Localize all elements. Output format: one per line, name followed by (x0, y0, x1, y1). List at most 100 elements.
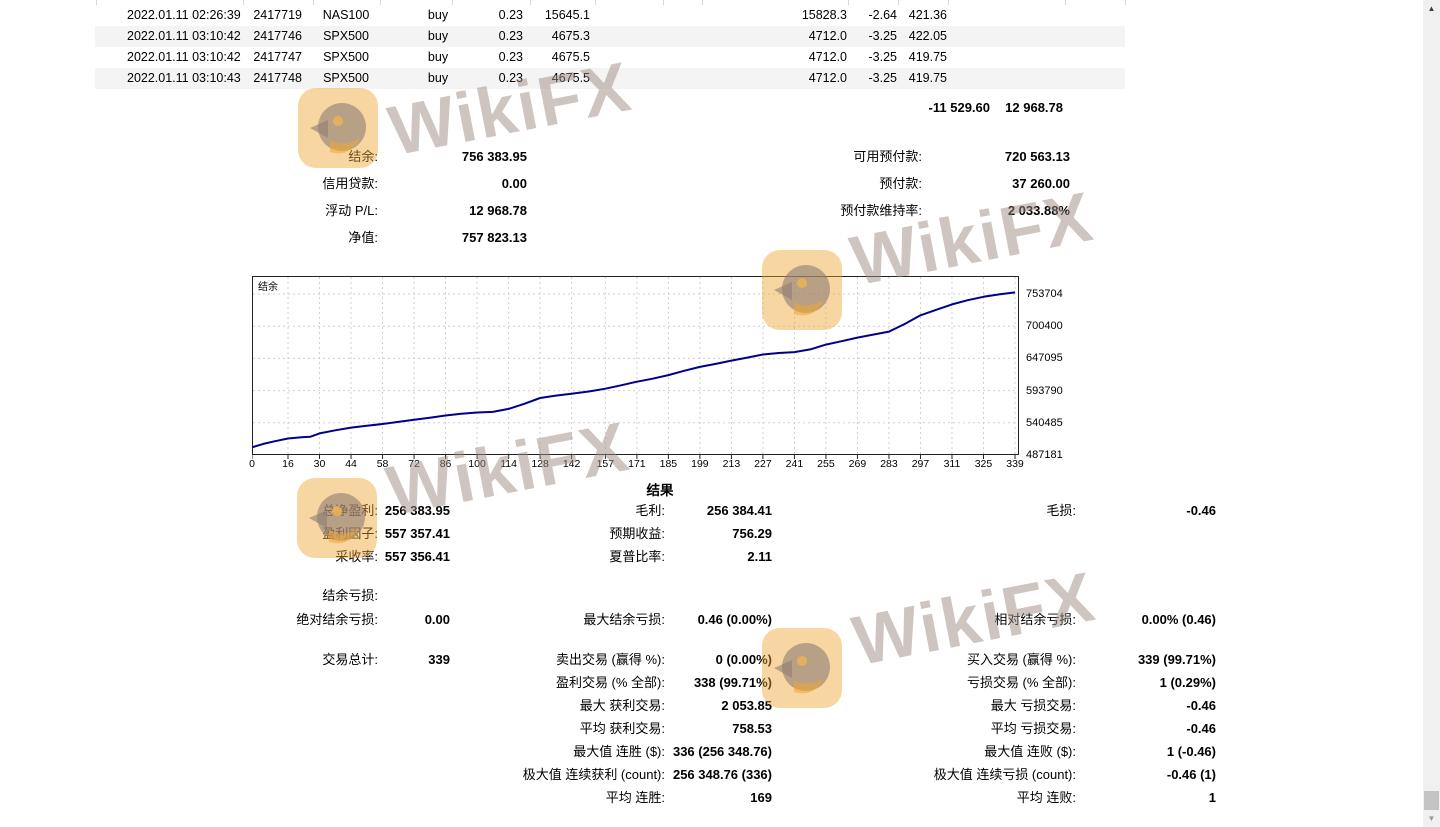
cell-price: 4675.5 (551, 71, 590, 85)
result-value: 256 383.95 (384, 503, 450, 518)
x-axis-tick-label: 100 (468, 458, 486, 470)
result-label: 平均 连败: (1016, 790, 1076, 805)
summary-value: 2 033.88% (1007, 203, 1070, 218)
cell-ticket: 2417746 (253, 29, 302, 43)
cell-ticket: 2417748 (253, 71, 302, 85)
result-label: 亏损交易 (% 全部): (966, 675, 1076, 690)
balance-chart-plot: 结余 (252, 276, 1019, 459)
wikifx-eagle-icon (297, 478, 377, 558)
result-value: 339 (428, 652, 450, 667)
result-value: 338 (99.71%) (693, 675, 772, 690)
result-label: 最大值 连败 ($): (984, 744, 1076, 759)
summary-label: 净值: (348, 230, 378, 245)
summary-label: 预付款维持率: (840, 203, 922, 218)
x-axis-tick-label: 171 (628, 458, 646, 470)
cell-profit: 422.05 (908, 29, 947, 43)
summary-label: 预付款: (879, 176, 922, 191)
x-axis-tick-label: 283 (880, 458, 898, 470)
x-axis-tick-label: 44 (345, 458, 357, 470)
table-row (95, 68, 1125, 89)
result-value: -0.46 (1186, 503, 1216, 518)
vertical-scrollbar[interactable]: ▲ ▼ (1423, 0, 1440, 827)
summary-value: 12 968.78 (469, 203, 527, 218)
y-axis-tick-label: 487181 (1026, 449, 1063, 461)
cell-swap: -3.25 (868, 50, 898, 64)
totals-swap: -11 529.60 (928, 100, 990, 115)
cell-current_price: 15828.3 (801, 8, 847, 22)
cell-border-line (1125, 0, 1126, 5)
cell-current_price: 4712.0 (808, 50, 847, 64)
cell-price: 4675.3 (551, 29, 590, 43)
cell-border-line (313, 0, 314, 5)
y-axis-tick-label: 540485 (1026, 416, 1063, 429)
x-axis-tick-label: 142 (562, 458, 581, 470)
x-axis-tick-label: 227 (754, 458, 772, 470)
table-row (95, 47, 1125, 68)
result-value: 0 (0.00%) (715, 652, 772, 667)
result-label: 平均 连胜: (605, 790, 665, 805)
cell-price: 15645.1 (544, 8, 590, 22)
totals-profit: 12 968.78 (1005, 100, 1063, 115)
scroll-up-icon[interactable]: ▲ (1427, 4, 1436, 13)
summary-label: 可用预付款: (853, 149, 922, 164)
x-axis-tick-label: 199 (691, 458, 709, 470)
cell-swap: -3.25 (868, 71, 898, 85)
summary-value: 756 383.95 (461, 149, 527, 164)
cell-profit: 421.36 (908, 8, 947, 22)
result-label: 盈利交易 (% 全部): (555, 675, 665, 690)
result-value: 0.46 (0.00%) (697, 612, 772, 627)
x-axis-tick-label: 16 (282, 458, 294, 470)
summary-label: 信用贷款: (322, 176, 378, 191)
cell-symbol: SPX500 (323, 29, 369, 43)
result-label: 结余亏损: (322, 588, 378, 603)
cell-symbol: SPX500 (323, 71, 369, 85)
result-value: 756.29 (732, 526, 772, 541)
cell-swap: -3.25 (868, 29, 898, 43)
x-axis-tick-label: 255 (817, 458, 835, 470)
result-value: -0.46 (1186, 721, 1216, 736)
balance-line (252, 291, 1016, 449)
x-axis-tick-label: 185 (659, 458, 678, 470)
result-label: 最大值 连胜 ($): (573, 744, 665, 759)
cell-profit: 419.75 (908, 71, 947, 85)
table-row (95, 5, 1125, 26)
x-axis-tick-label: 311 (943, 458, 961, 470)
x-axis-tick-label: 0 (249, 458, 255, 470)
wikifx-eagle-icon (762, 628, 842, 708)
result-label: 采收率: (335, 549, 378, 564)
cell-swap: -2.64 (868, 8, 898, 22)
result-label: 平均 亏损交易: (990, 721, 1076, 736)
cell-border-line (595, 0, 596, 5)
summary-value: 0.00 (501, 176, 527, 191)
x-axis-tick-label: 325 (974, 458, 993, 470)
x-axis-tick-label: 30 (313, 458, 326, 470)
result-label: 极大值 连续获利 (count): (522, 767, 665, 782)
cell-current_price: 4712.0 (808, 71, 847, 85)
summary-value: 37 260.00 (1012, 176, 1070, 191)
result-value: 336 (256 348.76) (672, 744, 772, 759)
result-value: 1 (0.29%) (1159, 675, 1216, 690)
result-label: 毛损: (1046, 503, 1076, 518)
result-value: 758.53 (732, 721, 772, 736)
scroll-down-icon[interactable]: ▼ (1427, 814, 1436, 823)
cell-symbol: NAS100 (322, 8, 370, 22)
result-label: 绝对结余亏损: (296, 612, 378, 627)
x-axis-tick-label: 114 (500, 458, 517, 470)
y-axis-tick-label: 593790 (1026, 384, 1063, 397)
y-axis-tick-label: 647095 (1026, 352, 1063, 365)
cell-volume: 0.23 (498, 71, 523, 85)
result-label: 买入交易 (赢得 %): (966, 652, 1076, 667)
scrollbar-thumb[interactable] (1424, 791, 1439, 810)
x-axis-tick-label: 213 (722, 458, 741, 470)
cell-symbol: SPX500 (323, 50, 369, 64)
result-value: 1 (-0.46) (1166, 744, 1216, 759)
x-axis-tick-label: 269 (848, 458, 867, 470)
cell-type: buy (427, 8, 449, 22)
x-axis-tick-label: 128 (531, 458, 549, 470)
x-axis-tick-label: 58 (376, 458, 389, 470)
result-value: 339 (99.71%) (1137, 652, 1216, 667)
x-axis-tick-label: 339 (1006, 458, 1024, 470)
x-axis-tick-label: 72 (408, 458, 420, 470)
cell-border-line (948, 0, 949, 5)
result-value: 256 348.76 (336) (672, 767, 772, 782)
